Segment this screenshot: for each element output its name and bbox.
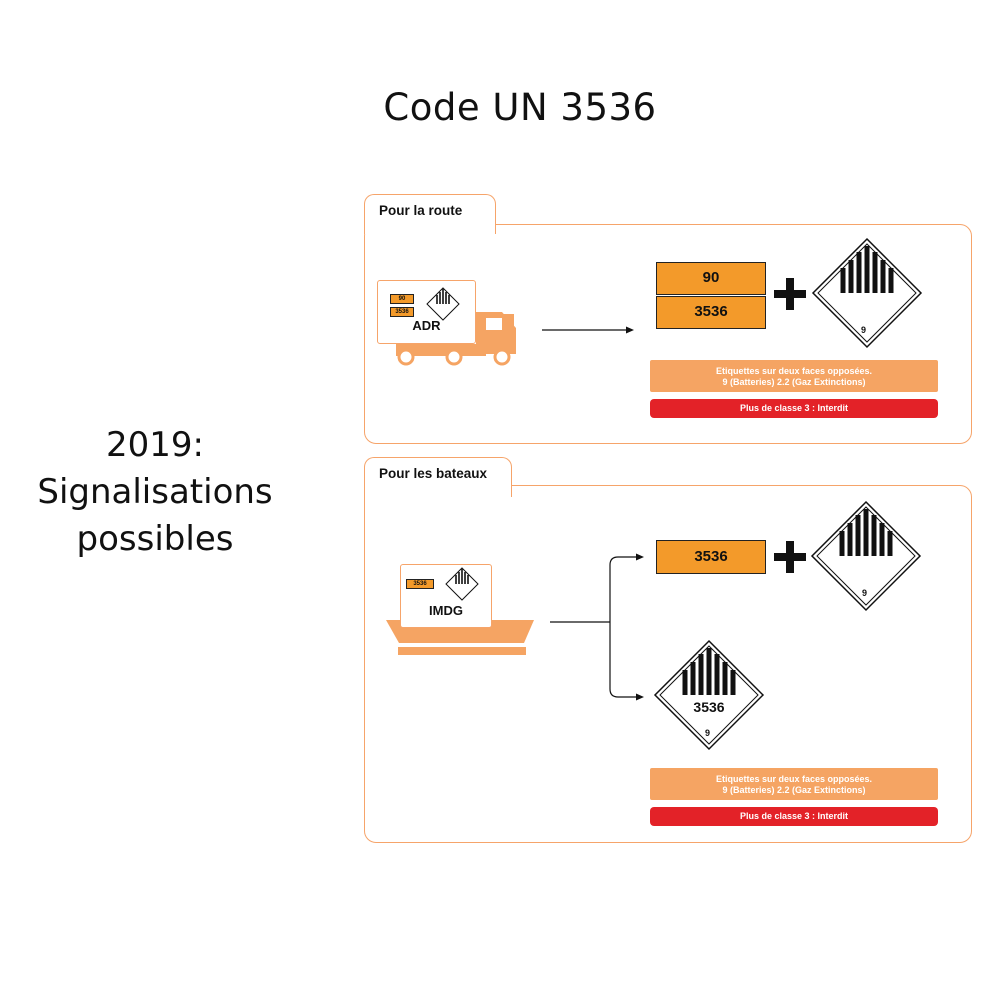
road-note-line2: 9 (Batteries) 2.2 (Gaz Extinctions) (722, 377, 866, 387)
road-section: Pour la route 90 3536 ADR 90 3536 (364, 194, 972, 444)
sea-folder-tab: Pour les bateaux (364, 457, 512, 497)
adr-panel: 90 3536 ADR (377, 280, 476, 344)
sea-tab-joint (366, 484, 510, 488)
sea-section: Pour les bateaux 3536 IMDG 3536 9 35 (364, 457, 972, 843)
placard-hazard-number: 90 (656, 262, 766, 295)
sea-placard-un-number: 3536 (656, 540, 766, 574)
truck-icon (396, 312, 634, 366)
imdg-mini-placard: 3536 (406, 579, 434, 589)
class9-label-number: 9 (862, 588, 868, 598)
side-heading-line3: possibles (76, 519, 234, 559)
class9-un-number-label-icon (653, 639, 765, 751)
plus-icon (774, 278, 806, 310)
class9-label-icon (810, 500, 922, 612)
side-heading: 2019: Signalisations possibles (0, 422, 310, 563)
road-folder-tab: Pour la route (364, 194, 496, 234)
sea-note: Etiquettes sur deux faces opposées. 9 (B… (650, 768, 938, 800)
road-note-line1: Etiquettes sur deux faces opposées. (715, 366, 873, 376)
class9-label-icon (811, 237, 923, 349)
sea-note-line1: Etiquettes sur deux faces opposées. (715, 774, 873, 784)
adr-mini-placard-top: 90 (390, 294, 414, 304)
placard-un-number: 3536 (656, 296, 766, 329)
plus-icon (774, 541, 806, 573)
road-ban: Plus de classe 3 : Interdit (650, 399, 938, 418)
adr-mini-class9-label (426, 287, 460, 321)
road-tab-joint (366, 223, 494, 227)
side-heading-line2: Signalisations (37, 472, 273, 512)
adr-mini-placard-bottom: 3536 (390, 307, 414, 317)
sea-tab-label: Pour les bateaux (379, 466, 488, 481)
diamond-un-number: 3536 (693, 699, 725, 715)
adr-label: ADR (412, 318, 441, 333)
imdg-panel: 3536 IMDG (400, 564, 492, 628)
imdg-mini-class9-label (445, 567, 479, 601)
road-tab-label: Pour la route (379, 203, 463, 218)
side-heading-line1: 2019: (106, 425, 204, 465)
imdg-label: IMDG (429, 603, 463, 618)
diamond-class-number: 9 (705, 728, 711, 738)
sea-note-line2: 9 (Batteries) 2.2 (Gaz Extinctions) (722, 785, 866, 795)
road-note: Etiquettes sur deux faces opposées. 9 (B… (650, 360, 938, 392)
sea-ban: Plus de classe 3 : Interdit (650, 807, 938, 826)
page-title: Code UN 3536 (383, 86, 657, 129)
class9-label-number: 9 (861, 325, 867, 335)
